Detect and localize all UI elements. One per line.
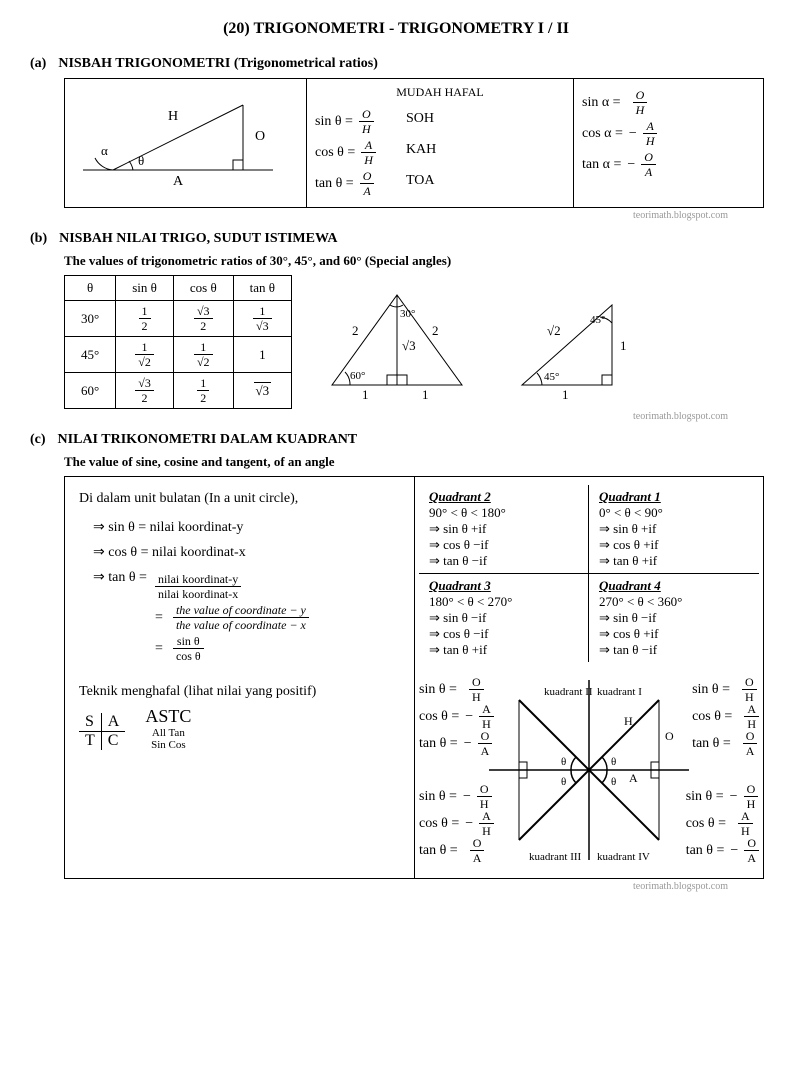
diag-eq: sin θ =−OH (419, 783, 494, 810)
svg-text:θ: θ (611, 776, 616, 788)
svg-text:1: 1 (422, 387, 429, 402)
mnemonic: SOH (406, 104, 436, 135)
svg-text:θ: θ (561, 776, 566, 788)
section-c-sub: The value of sine, cosine and tangent, o… (64, 454, 762, 470)
table-row: 45°1√21√21 (65, 337, 292, 373)
quadrant-grid: Quadrant 290° < θ < 180°⇒ sin θ +if⇒ cos… (419, 485, 759, 662)
tan-line: ⇒ tan θ = (93, 569, 147, 666)
section-c-heading: NILAI TRIKONOMETRI DALAM KUADRANT (58, 432, 358, 448)
section-b-sub: The values of trigonometric ratios of 30… (64, 253, 762, 269)
tan-frac: nilai koordinat-ynilai koordinat-x (155, 573, 309, 600)
tan-frac: =the value of coordinate − ythe value of… (155, 604, 309, 631)
mnemonic-title: MUDAH HAFAL (315, 85, 565, 100)
diag-eq: cos θ =−AH (419, 810, 494, 837)
svg-text:1: 1 (620, 338, 627, 353)
watermark: teorimath.blogspot.com (30, 411, 728, 422)
eq-alpha: sin α =OH (582, 89, 755, 116)
teknik-label: Teknik menghafal (lihat nilai yang posit… (79, 684, 400, 700)
svg-text:45°: 45° (544, 371, 559, 383)
eq-alpha: cos α =−AH (582, 120, 755, 147)
section-c-table: Di dalam unit bulatan (In a unit circle)… (64, 476, 764, 879)
eq-theta: cos θ =AH (315, 139, 376, 166)
special-angles-table: θsin θcos θtan θ 30°12√321√345°1√21√2160… (64, 275, 292, 409)
diag-eq: tan θ =−OA (686, 837, 759, 864)
section-b-heading: NISBAH NILAI TRIGO, SUDUT ISTIMEWA (59, 231, 337, 247)
svg-text:1: 1 (362, 387, 369, 402)
table-row: 30°12√321√3 (65, 301, 292, 337)
svg-text:60°: 60° (350, 370, 365, 382)
eq-alpha: tan α =−OA (582, 151, 755, 178)
quadrant-cell: Quadrant 4270° < θ < 360°⇒ sin θ −if⇒ co… (589, 574, 759, 662)
svg-text:30°: 30° (400, 308, 415, 320)
section-b-idx: (b) (30, 231, 47, 247)
cos-line: ⇒ cos θ = nilai koordinat-x (93, 544, 400, 561)
diag-eq: tan θ =OA (692, 730, 759, 757)
quadrant-cell: Quadrant 3180° < θ < 270°⇒ sin θ −if⇒ co… (419, 574, 589, 662)
diag-eq: sin θ =−OH (686, 783, 759, 810)
tan-frac: =sin θcos θ (155, 635, 309, 662)
table-header: sin θ (116, 276, 174, 301)
watermark: teorimath.blogspot.com (30, 210, 728, 221)
eq-theta: tan θ =OA (315, 170, 376, 197)
section-c-idx: (c) (30, 432, 46, 448)
watermark: teorimath.blogspot.com (30, 881, 728, 892)
triangle-30-60: 30° 60° 2 2 √3 1 1 (312, 275, 482, 405)
svg-text:1: 1 (562, 387, 569, 402)
triangle-45: 45° 45° √2 1 1 (502, 275, 642, 405)
mnemonic: KAH (406, 135, 436, 166)
svg-text:45°: 45° (590, 314, 605, 326)
svg-text:θ: θ (138, 153, 144, 168)
svg-text:kuadrant III: kuadrant III (529, 851, 582, 863)
svg-text:kuadrant IV: kuadrant IV (597, 851, 650, 863)
diag-eq: cos θ =AH (686, 810, 759, 837)
svg-text:θ: θ (611, 756, 616, 768)
diag-eq: tan θ =OA (419, 837, 494, 864)
astc-grid: SA TC (79, 713, 125, 750)
diag-eq: tan θ =−OA (419, 730, 494, 757)
section-a-heading: NISBAH TRIGONOMETRI (Trigonometrical rat… (58, 56, 378, 72)
astc-l1: All Tan (145, 727, 191, 739)
diag-eq: cos θ =−AH (419, 703, 494, 730)
section-b-header: (b) NISBAH NILAI TRIGO, SUDUT ISTIMEWA (30, 231, 762, 247)
svg-text:kuadrant II: kuadrant II (544, 686, 593, 698)
diag-eq: sin θ =OH (692, 676, 759, 703)
sin-line: ⇒ sin θ = nilai koordinat-y (93, 519, 400, 536)
svg-text:O: O (255, 129, 265, 144)
table-row: 60°√3212√3 (65, 373, 292, 409)
svg-text:2: 2 (432, 323, 439, 338)
svg-text:kuadrant I: kuadrant I (597, 686, 642, 698)
quadrant-cell: Quadrant 10° < θ < 90°⇒ sin θ +if⇒ cos θ… (589, 485, 759, 574)
svg-text:H: H (168, 109, 178, 124)
svg-text:H: H (624, 714, 633, 728)
svg-text:O: O (665, 729, 674, 743)
section-c-header: (c) NILAI TRIKONOMETRI DALAM KUADRANT (30, 432, 762, 448)
astc-label: ASTC (145, 706, 191, 727)
table-header: θ (65, 276, 116, 301)
unit-circle-intro: Di dalam unit bulatan (In a unit circle)… (79, 491, 400, 507)
section-a-header: (a) NISBAH TRIGONOMETRI (Trigonometrical… (30, 56, 762, 72)
section-a-idx: (a) (30, 56, 46, 72)
svg-text:α: α (101, 143, 108, 158)
svg-text:θ: θ (561, 756, 566, 768)
triangle-diagram-a: H O A θ α (73, 85, 283, 195)
svg-text:A: A (629, 771, 638, 785)
svg-text:√2: √2 (547, 323, 561, 338)
mnemonic: TOA (406, 166, 436, 197)
table-header: tan θ (233, 276, 291, 301)
svg-text:√3: √3 (402, 338, 416, 353)
svg-text:A: A (173, 174, 184, 189)
diag-eq: cos θ =AH (692, 703, 759, 730)
table-header: cos θ (173, 276, 233, 301)
section-a-table: H O A θ α MUDAH HAFAL sin θ =OH cos θ =AH… (64, 78, 764, 208)
eq-theta: sin θ =OH (315, 108, 376, 135)
page-title: (20) TRIGONOMETRI - TRIGONOMETRY I / II (30, 20, 762, 38)
svg-text:2: 2 (352, 323, 359, 338)
astc-l2: Sin Cos (145, 739, 191, 751)
quadrant-cell: Quadrant 290° < θ < 180°⇒ sin θ +if⇒ cos… (419, 485, 589, 574)
diag-eq: sin θ =OH (419, 676, 494, 703)
